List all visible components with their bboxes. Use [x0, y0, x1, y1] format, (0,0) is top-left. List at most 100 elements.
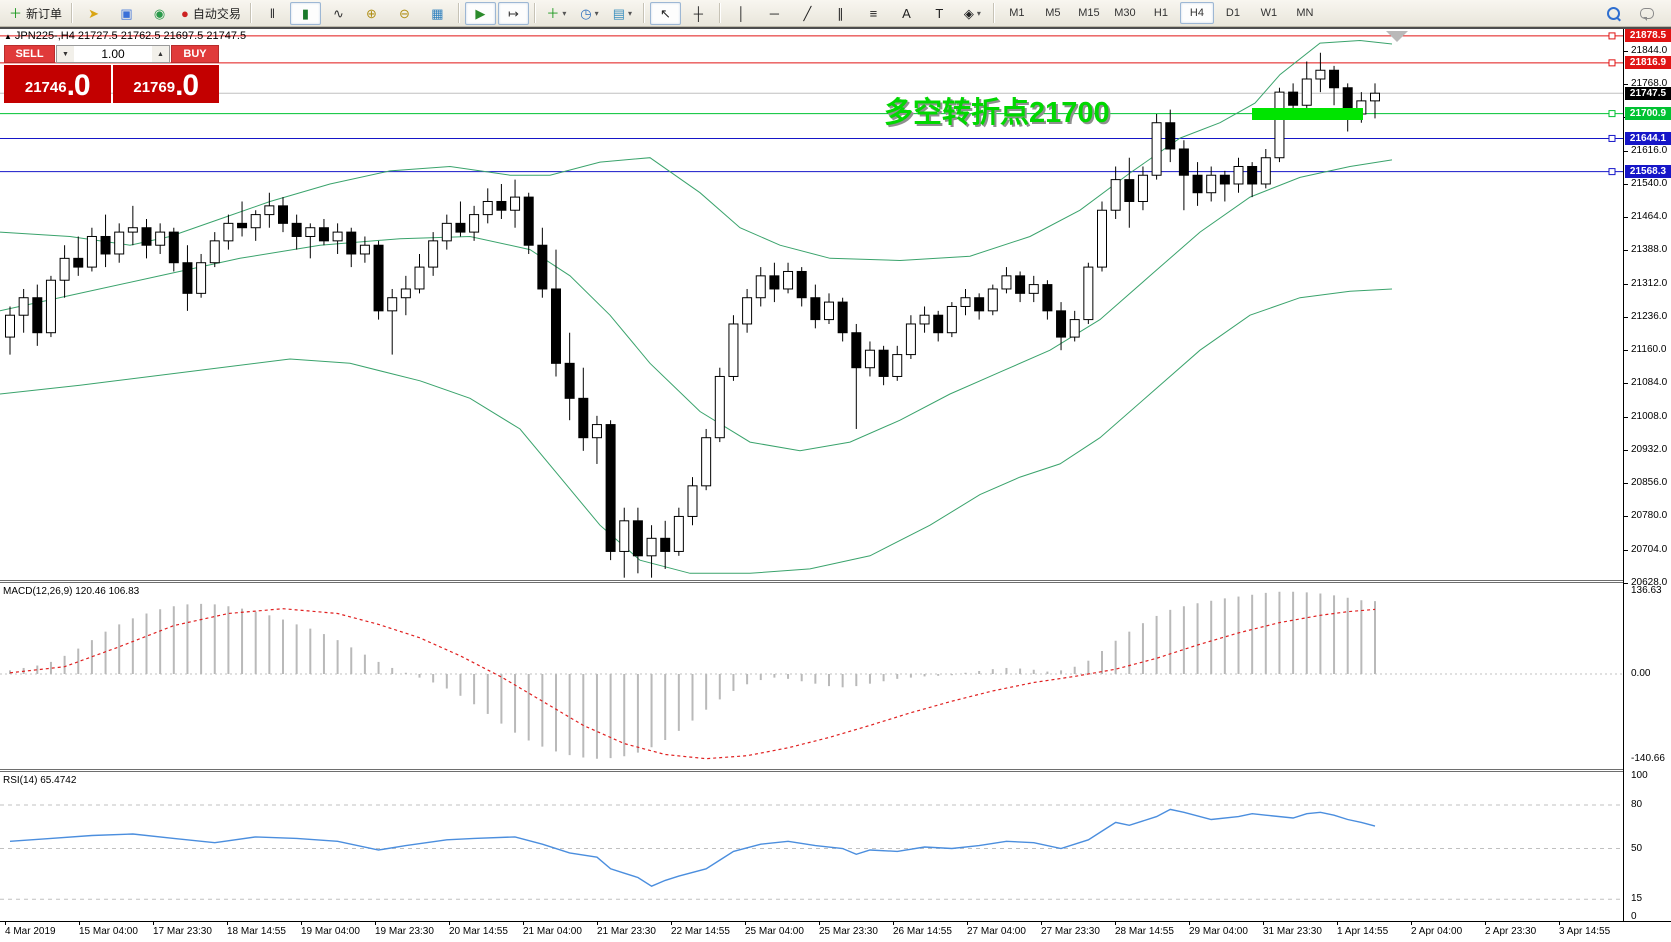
- rsi-line: [9, 808, 1376, 887]
- chart-shift-button[interactable]: ↦: [497, 1, 529, 25]
- timeframe-m5[interactable]: M5: [1036, 2, 1070, 24]
- shapes-button[interactable]: ◈ ▾: [957, 2, 988, 25]
- channel-button[interactable]: ∥: [825, 2, 856, 25]
- cursor-button[interactable]: ↖: [649, 1, 681, 25]
- bar-chart-button[interactable]: ‖: [257, 2, 288, 25]
- candle-body: [359, 244, 370, 255]
- terminal-button[interactable]: ▣: [111, 2, 142, 25]
- candle-body: [5, 314, 15, 338]
- buy-button[interactable]: BUY: [171, 45, 219, 63]
- timeframe-m5-label: M5: [1045, 7, 1061, 19]
- search-icon: [1607, 6, 1620, 20]
- tile-windows-button[interactable]: ▦: [422, 2, 453, 25]
- rsi-indicator-label: RSI(14) 65.4742: [3, 775, 77, 786]
- text-button[interactable]: A: [891, 2, 922, 25]
- window-edge: [0, 27, 1671, 29]
- signals-button[interactable]: ◉: [144, 2, 175, 25]
- rsi-panel-separator[interactable]: [0, 769, 1671, 772]
- metaeditor-button[interactable]: ➤: [78, 2, 109, 25]
- candle-body: [769, 275, 780, 290]
- line-chart-button[interactable]: ∿: [323, 2, 354, 25]
- fibonacci-button[interactable]: ≡: [858, 2, 889, 25]
- candle-body: [660, 537, 671, 552]
- candle-body: [45, 279, 56, 334]
- timeframe-h1-label: H1: [1153, 7, 1168, 19]
- timeframe-h1[interactable]: H1: [1144, 2, 1178, 24]
- chevron-down-icon: ▾: [976, 8, 981, 18]
- hline-handle[interactable]: [1608, 32, 1616, 40]
- horizontal-line-icon: ─: [769, 5, 780, 21]
- candle-body: [673, 515, 684, 552]
- timeframe-m30[interactable]: M30: [1108, 2, 1142, 24]
- zoom-out-button[interactable]: ⊖: [389, 2, 420, 25]
- text-label-button[interactable]: T: [924, 2, 955, 25]
- toolbar-separator: [642, 3, 645, 23]
- time-axis-tick-mark: [1189, 922, 1190, 925]
- periods-icon: ◷: [580, 5, 592, 21]
- templates-button[interactable]: ▤ ▾: [607, 2, 638, 25]
- main-chart-canvas[interactable]: [0, 29, 1623, 581]
- toolbar-separator: [249, 3, 252, 23]
- hline-handle[interactable]: [1608, 110, 1616, 118]
- hline-handle[interactable]: [1608, 59, 1616, 67]
- vertical-line-button[interactable]: │: [726, 2, 757, 25]
- price-axis-tick-label: 20704.0: [1631, 544, 1668, 555]
- timeframe-m15-label: M15: [1078, 7, 1100, 19]
- candlestick-chart-button[interactable]: ▮: [289, 1, 321, 25]
- timeframe-d1[interactable]: D1: [1216, 2, 1250, 24]
- chat-button[interactable]: [1631, 2, 1662, 25]
- periods-button[interactable]: ◷ ▾: [574, 2, 605, 25]
- crosshair-button[interactable]: ┼: [683, 2, 714, 25]
- candle-body: [1178, 148, 1189, 176]
- candle-body: [1370, 92, 1380, 102]
- candle-body: [824, 301, 834, 321]
- timeframe-m30-label: M30: [1114, 7, 1136, 19]
- candle-body: [1001, 275, 1012, 290]
- horizontal-line-button[interactable]: ─: [759, 2, 790, 25]
- search-button[interactable]: [1598, 2, 1629, 25]
- buy-price-main: 21769: [133, 79, 176, 96]
- timeframe-mn[interactable]: MN: [1288, 2, 1322, 24]
- timeframe-m1[interactable]: M1: [1000, 2, 1034, 24]
- hline-handle[interactable]: [1608, 134, 1616, 142]
- macd-chart-canvas[interactable]: [0, 583, 1623, 769]
- price-axis-tick-label: 21844.0: [1631, 45, 1668, 56]
- autotrading-button[interactable]: ● 自动交易: [177, 2, 245, 25]
- price-axis-tick-mark: [1624, 417, 1628, 418]
- volume-input[interactable]: [74, 46, 152, 62]
- candle-body: [373, 244, 384, 312]
- timeframe-m15[interactable]: M15: [1072, 2, 1106, 24]
- indicators-icon: ＋: [546, 5, 560, 21]
- candle-body: [400, 288, 411, 299]
- sell-price-display[interactable]: 21746.0: [4, 65, 111, 103]
- rsi-chart-canvas[interactable]: [0, 772, 1623, 921]
- price-axis[interactable]: 21844.021768.021692.021616.021540.021464…: [1623, 29, 1671, 922]
- volume-decrease-button[interactable]: ▼: [57, 46, 74, 62]
- timeframe-h4[interactable]: H4: [1179, 2, 1214, 24]
- time-axis[interactable]: 4 Mar 2019 15 Mar 04:00 17 Mar 23:30 18 Mar…: [0, 921, 1671, 942]
- new-order-button[interactable]: ＋新订单: [5, 2, 66, 25]
- candle-body: [987, 288, 998, 312]
- sell-button[interactable]: SELL: [4, 45, 55, 63]
- trendline-button[interactable]: ╱: [792, 2, 823, 25]
- auto-scroll-button[interactable]: ▶: [464, 1, 496, 25]
- volume-increase-button[interactable]: ▲: [152, 46, 169, 62]
- price-axis-tick-mark: [1624, 51, 1628, 52]
- new-order-icon: ＋: [9, 5, 23, 21]
- buy-price-display[interactable]: 21769.0: [112, 65, 219, 103]
- hline-handle[interactable]: [1608, 168, 1616, 176]
- sell-price-main: 21746: [24, 79, 67, 96]
- time-axis-tick-mark: [523, 922, 524, 925]
- symbol-ohlc-text: JPN225-,H4 21727.5 21762.5 21697.5 21747…: [14, 30, 247, 42]
- macd-panel-separator[interactable]: [0, 580, 1671, 583]
- text-icon: A: [902, 5, 911, 21]
- candle-body: [127, 227, 138, 233]
- zoom-in-button[interactable]: ⊕: [356, 2, 387, 25]
- price-axis-tick-label: 20628.0: [1631, 577, 1668, 588]
- auto-scroll-icon: ▶: [475, 5, 486, 21]
- time-axis-tick-label: 22 Mar 14:55: [671, 926, 730, 937]
- indicators-button[interactable]: ＋ ▾: [541, 2, 572, 25]
- price-axis-tick-mark: [1624, 350, 1628, 351]
- price-axis-tick-mark: [1624, 217, 1628, 218]
- timeframe-w1[interactable]: W1: [1252, 2, 1286, 24]
